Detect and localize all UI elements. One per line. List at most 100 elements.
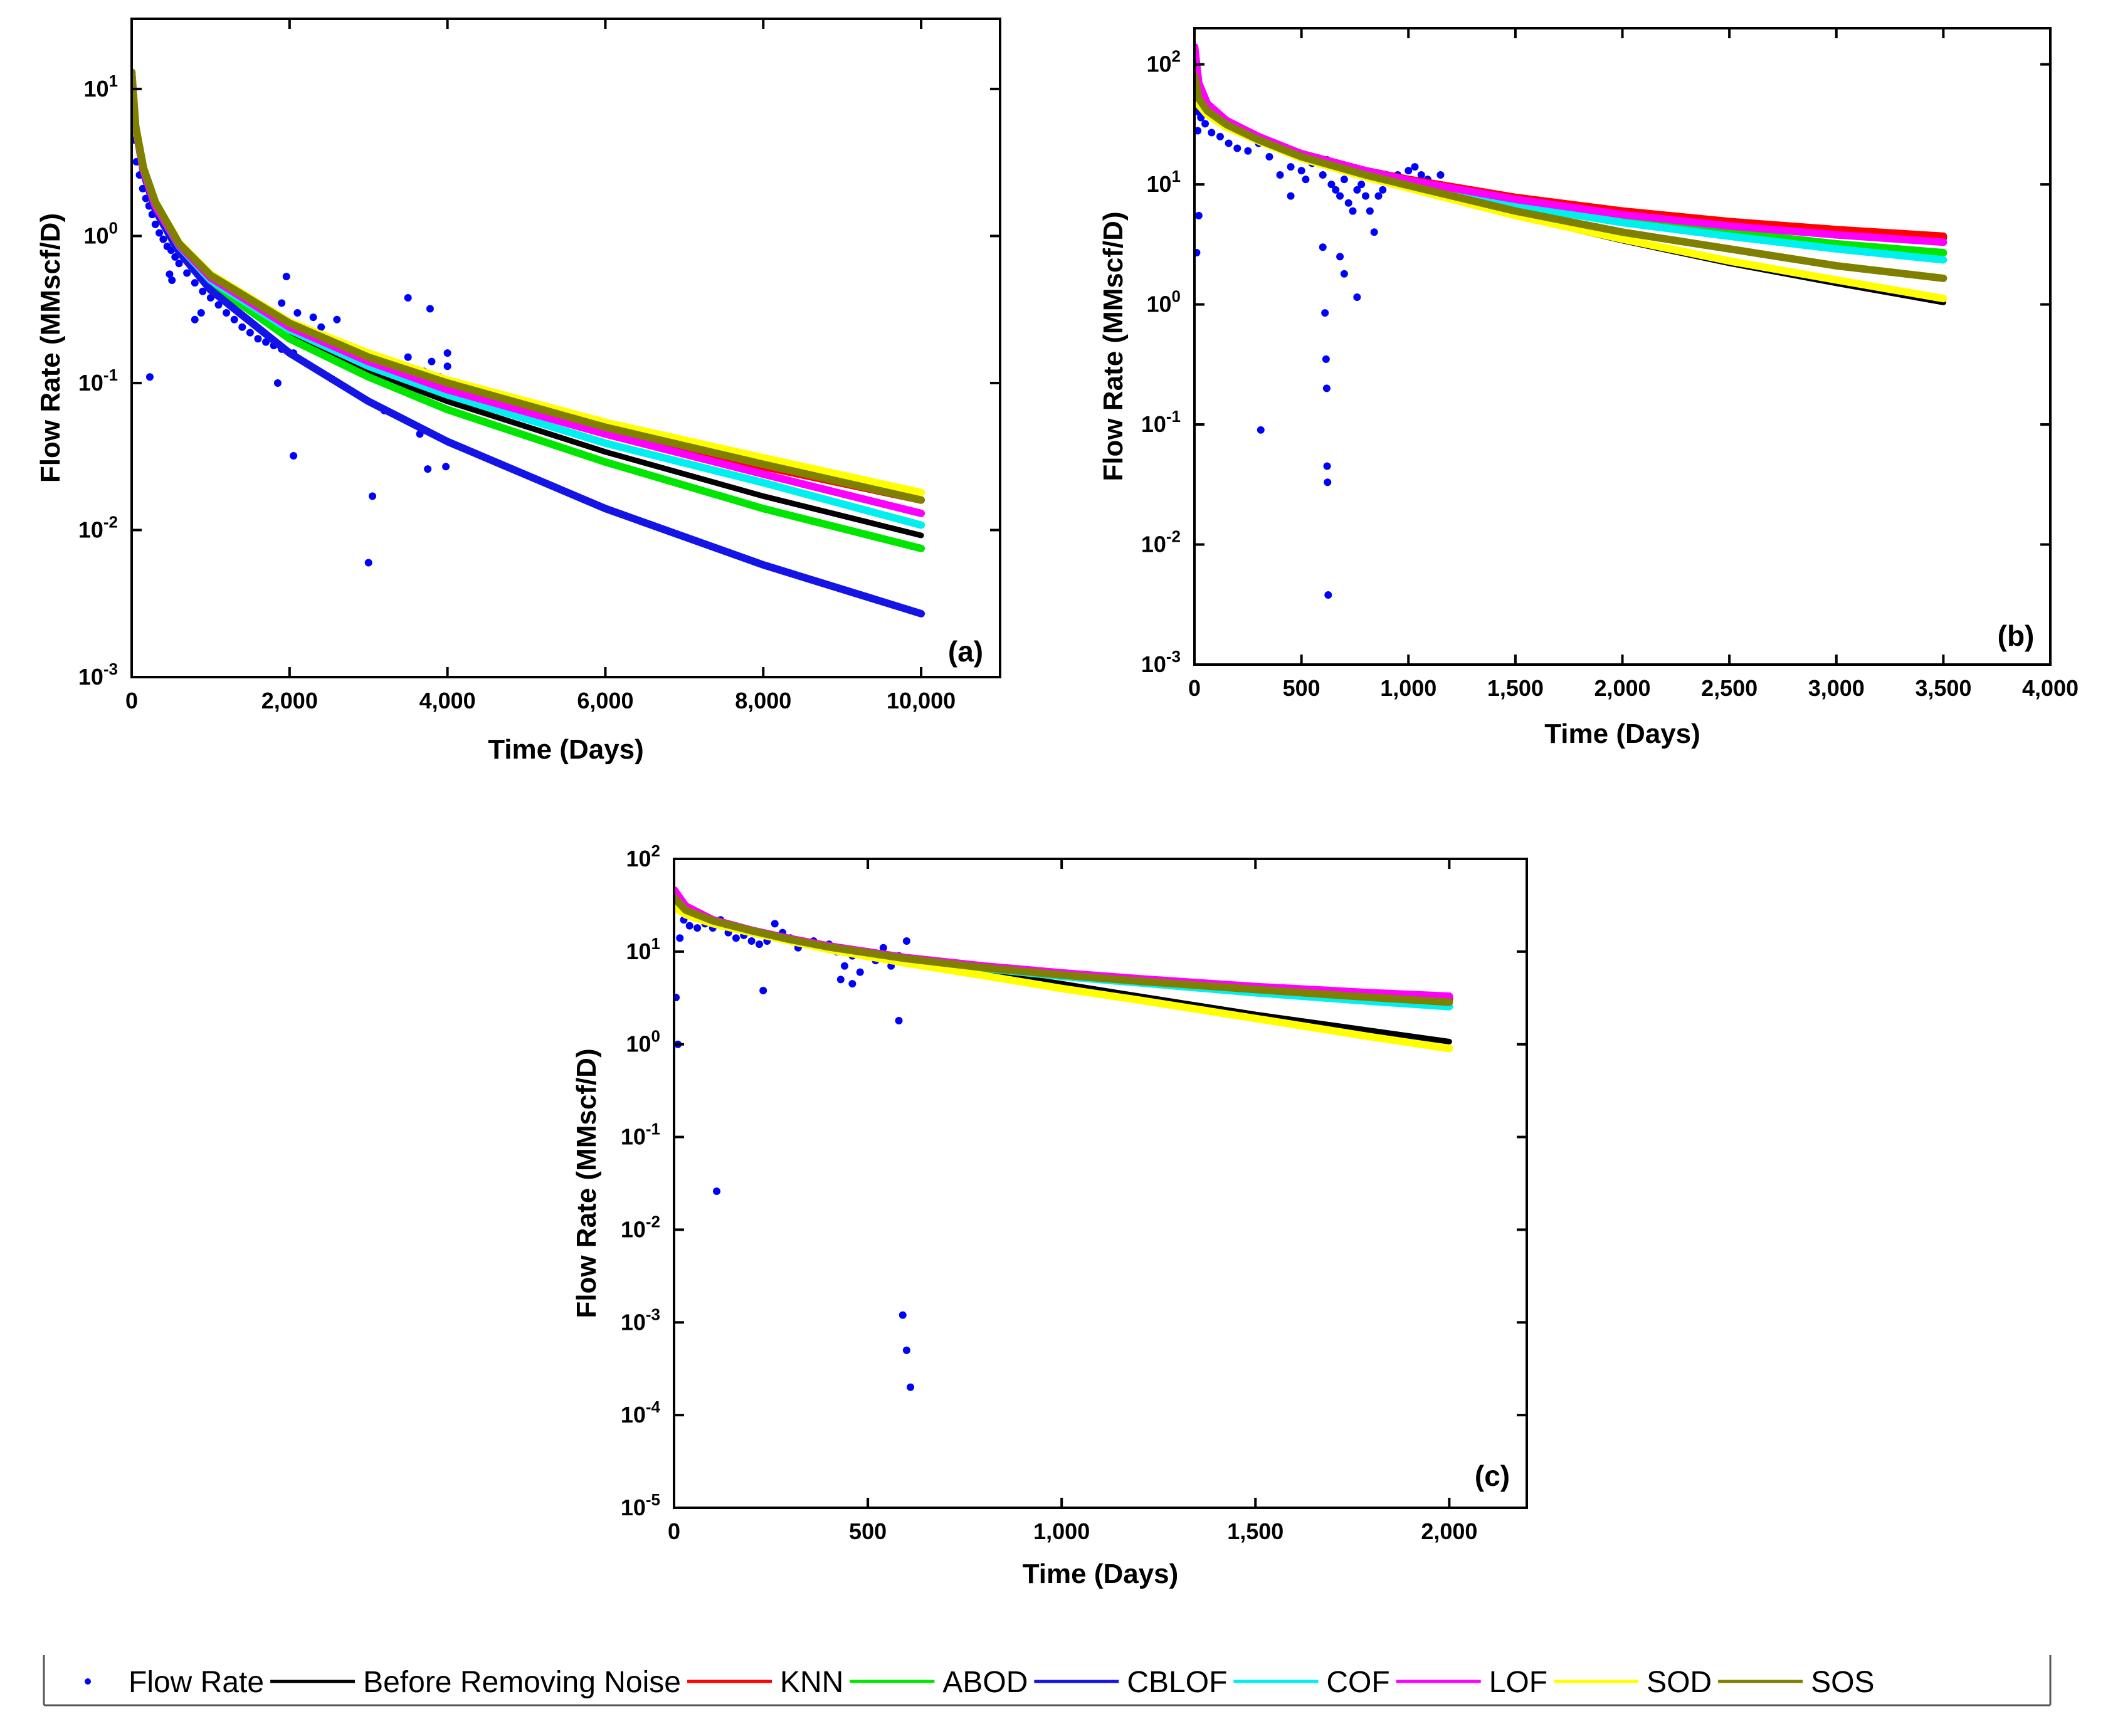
flow-rate-points xyxy=(1194,97,1445,599)
flow-rate-point xyxy=(1340,270,1348,278)
legend-item: Flow Rate xyxy=(85,1666,264,1699)
flow-rate-point xyxy=(151,220,159,228)
flow-rate-point xyxy=(907,1383,915,1391)
flow-rate-point xyxy=(1417,171,1425,179)
flow-rate-point xyxy=(1265,152,1273,160)
y-tick-label: 101 xyxy=(626,934,660,964)
flow-rate-point xyxy=(1374,192,1383,200)
flow-rate-point xyxy=(443,349,451,357)
y-tick-label: 102 xyxy=(626,841,660,871)
flow-rate-point xyxy=(1336,192,1344,200)
x-axis-title: Time (Days) xyxy=(1544,718,1700,749)
chart-a: 0 2,000 4,000 6,000 8,000 10,000 10-3 10-2 10-1 1… xyxy=(35,18,1001,765)
flow-rate-point xyxy=(404,353,412,361)
y-tick-label: 100 xyxy=(1146,287,1181,317)
flow-rate-point xyxy=(443,362,451,371)
series-line-sos xyxy=(674,894,1453,1006)
y-axis-title: Flow Rate (MMscf/D) xyxy=(1098,211,1129,481)
flow-rate-point xyxy=(1319,243,1327,251)
flow-rate-point xyxy=(1194,248,1201,256)
x-tick-label: 2,500 xyxy=(1701,675,1758,701)
series-line-sos xyxy=(132,68,925,504)
flow-rate-point xyxy=(317,323,325,331)
flow-rate-point xyxy=(902,1346,910,1354)
series-line-cblof xyxy=(132,68,925,618)
flow-rate-point xyxy=(424,465,432,473)
x-tick-label: 3,500 xyxy=(1915,675,1971,701)
flow-rate-point xyxy=(1197,113,1205,122)
flow-rate-point xyxy=(364,559,372,567)
chart-b: 0 500 1,000 1,500 2,000 2,500 3,000 3,500 4,000 1… xyxy=(1098,27,2079,749)
y-tick-label: 10-1 xyxy=(78,366,118,396)
legend-item: SOS xyxy=(1718,1666,1874,1699)
flow-rate-point xyxy=(848,980,856,988)
y-tick-label: 10-2 xyxy=(1141,527,1181,557)
flow-rate-point xyxy=(426,305,434,313)
y-tick-label: 10-4 xyxy=(621,1397,661,1428)
flow-rate-point xyxy=(1344,199,1352,207)
flow-rate-point xyxy=(238,323,246,331)
y-tick-label: 102 xyxy=(1146,47,1181,77)
flow-rate-point xyxy=(841,962,848,970)
y-tick-label: 100 xyxy=(83,218,118,248)
x-tick-label: 1,500 xyxy=(1227,1518,1283,1544)
x-tick-label: 0 xyxy=(1188,675,1201,701)
series-line-before-removing-noise xyxy=(1194,80,1946,305)
legend-label: LOF xyxy=(1489,1666,1547,1699)
flow-rate-point xyxy=(199,287,207,295)
y-axis-title: Flow Rate (MMscf/D) xyxy=(571,1048,602,1318)
flow-rate-point xyxy=(1353,293,1361,301)
x-tick-label: 8,000 xyxy=(735,688,791,713)
x-tick-label: 6,000 xyxy=(577,688,633,713)
flow-rate-point xyxy=(771,920,779,928)
y-tick-label: 10-3 xyxy=(1141,647,1181,677)
flow-rate-point xyxy=(191,315,199,324)
flow-rate-point xyxy=(1411,163,1419,171)
flow-rate-point xyxy=(759,986,767,994)
fit-lines xyxy=(674,886,1453,1053)
flow-rate-point xyxy=(1276,171,1284,179)
legend-item: Before Removing Noise xyxy=(270,1666,681,1699)
flow-rate-point xyxy=(1405,167,1413,175)
series-line-lof xyxy=(1194,43,1948,246)
series-line-before-removing-noise xyxy=(674,891,1452,1044)
flow-rate-point xyxy=(1436,171,1445,179)
flow-rate-point xyxy=(309,313,317,322)
panel-label: (a) xyxy=(948,635,983,668)
flow-rate-point xyxy=(674,994,680,1002)
y-tick-label: 10-1 xyxy=(1141,407,1181,437)
flow-rate-point xyxy=(895,1016,903,1024)
x-tick-label: 4,000 xyxy=(419,688,476,713)
y-tick-label: 10-1 xyxy=(621,1120,660,1150)
x-tick-label: 3,000 xyxy=(1808,675,1865,701)
x-tick-label: 500 xyxy=(849,1518,887,1544)
panel-label: (b) xyxy=(1998,619,2035,652)
flow-rate-point xyxy=(1321,309,1329,317)
flow-rate-point xyxy=(168,276,176,285)
legend-item: ABOD xyxy=(850,1666,1028,1699)
y-tick-label: 10-3 xyxy=(621,1305,660,1335)
panel-label: (c) xyxy=(1475,1460,1510,1492)
legend-item: LOF xyxy=(1396,1666,1547,1699)
legend-label: COF xyxy=(1326,1666,1389,1699)
flow-rate-point xyxy=(1322,384,1331,392)
flow-rate-point xyxy=(1319,171,1327,179)
chart-c: 0 500 1,000 1,500 2,000 10-5 10-4 10-3 10-2 10-1 1… xyxy=(571,841,1528,1589)
flow-rate-point xyxy=(693,924,702,932)
legend-label: Flow Rate xyxy=(129,1666,264,1699)
flow-rate-point xyxy=(442,463,450,471)
flow-rate-point xyxy=(1322,355,1330,363)
flow-rate-points xyxy=(674,916,915,1391)
flow-rate-point xyxy=(254,335,262,343)
x-tick-label: 2,000 xyxy=(1594,675,1650,701)
x-tick-label: 2,000 xyxy=(261,688,318,713)
y-tick-label: 101 xyxy=(83,71,118,102)
flow-rate-point xyxy=(1216,132,1224,140)
flow-rate-point xyxy=(1201,120,1210,128)
legend-item: SOD xyxy=(1554,1666,1712,1699)
flow-rate-point xyxy=(1323,462,1331,470)
flow-rate-point xyxy=(902,937,910,945)
flow-rate-point xyxy=(175,260,183,268)
legend-label: Before Removing Noise xyxy=(363,1666,681,1699)
